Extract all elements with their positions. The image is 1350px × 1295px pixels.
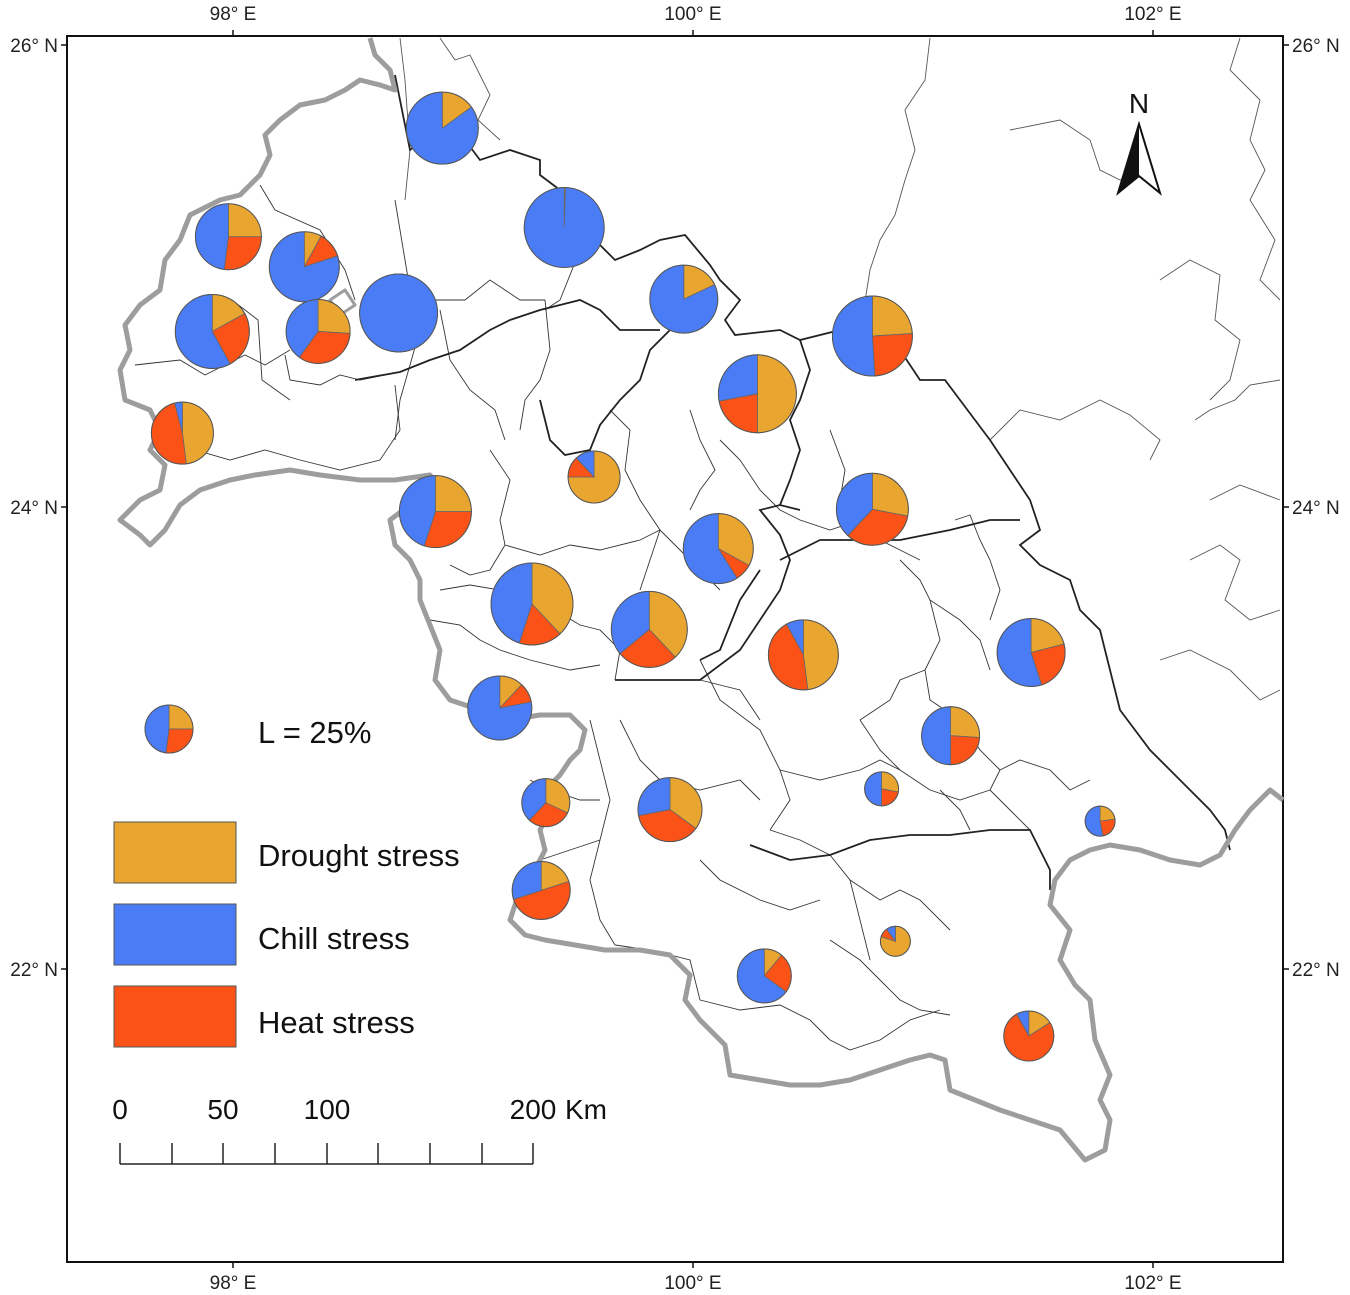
size-legend-label: L = 25% xyxy=(258,715,371,750)
pie-17 xyxy=(610,590,688,668)
pie-20 xyxy=(467,675,533,741)
pie-24 xyxy=(864,771,900,807)
legend-label-heat: Heat stress xyxy=(258,1005,415,1040)
top-label-100e: 100° E xyxy=(664,4,721,25)
right-label-24n: 24° N xyxy=(1292,498,1340,519)
pie-10-outline xyxy=(717,354,797,434)
pie-28-outline xyxy=(736,948,792,1004)
pie-02-outline xyxy=(268,231,340,303)
bottom-label-100e: 100° E xyxy=(664,1273,721,1294)
pie-27 xyxy=(879,925,911,957)
size-legend: L = 25% xyxy=(144,704,371,754)
pie-13-outline xyxy=(398,475,472,549)
north-arrow-label: N xyxy=(1129,88,1149,119)
pie-15 xyxy=(835,472,909,546)
right-label-22n: 22° N xyxy=(1292,960,1340,981)
pie-16-outline xyxy=(490,562,574,646)
scale-label-0: 0 xyxy=(112,1094,128,1125)
pie-21-outline xyxy=(921,706,981,766)
pie-14-outline xyxy=(682,513,754,585)
pie-28 xyxy=(736,948,792,1004)
right-label-26n: 26° N xyxy=(1292,36,1340,57)
bottom-label-102e: 102° E xyxy=(1124,1273,1181,1294)
scale-bar: 0 50 100 200 Km xyxy=(112,1094,607,1165)
legend-label-drought: Drought stress xyxy=(258,838,460,873)
tick-marks xyxy=(61,30,1289,1268)
pie-16 xyxy=(490,562,574,646)
pie-09-outline xyxy=(649,264,719,334)
size-legend-pie-outline xyxy=(144,704,194,754)
bottom-label-98e: 98° E xyxy=(210,1273,257,1294)
legend-swatch-chill xyxy=(113,903,237,966)
pie-11-outline xyxy=(831,295,913,377)
pie-22 xyxy=(521,778,571,828)
pie-20-outline xyxy=(467,675,533,741)
legend-swatch-heat xyxy=(113,985,237,1048)
pie-01-outline xyxy=(194,203,262,271)
pie-19 xyxy=(996,618,1066,688)
size-legend-pie xyxy=(144,704,194,754)
pie-25-outline xyxy=(1084,805,1116,837)
pie-charts xyxy=(150,91,1116,1062)
legend-label-chill: Chill stress xyxy=(258,921,410,956)
pie-06-outline xyxy=(150,401,214,465)
pie-12 xyxy=(567,450,621,504)
pie-18 xyxy=(767,619,839,691)
pie-17-outline xyxy=(610,590,688,668)
pie-23 xyxy=(637,777,703,843)
north-arrow-fill xyxy=(1118,124,1139,193)
pie-08-outline xyxy=(523,186,605,268)
pie-19-outline xyxy=(996,618,1066,688)
pie-08 xyxy=(523,186,605,268)
pie-14 xyxy=(682,513,754,585)
north-arrow: N xyxy=(1116,88,1162,196)
pie-12-outline xyxy=(567,450,621,504)
pie-29-outline xyxy=(1003,1010,1055,1062)
pie-25 xyxy=(1084,805,1116,837)
scale-label-50: 50 xyxy=(207,1094,238,1125)
pie-13 xyxy=(398,475,472,549)
scale-label-100: 100 xyxy=(304,1094,351,1125)
top-label-98e: 98° E xyxy=(210,4,257,25)
pie-21 xyxy=(921,706,981,766)
pie-15-outline xyxy=(835,472,909,546)
pie-03-outline xyxy=(174,293,250,369)
pie-03 xyxy=(174,293,250,369)
pie-04 xyxy=(285,298,351,364)
pie-07 xyxy=(405,91,479,165)
pie-05 xyxy=(359,273,439,353)
pie-10 xyxy=(717,354,797,434)
scale-label-200: 200 xyxy=(510,1094,557,1125)
scale-unit: Km xyxy=(565,1094,607,1125)
left-label-24n: 24° N xyxy=(10,498,58,519)
legend-swatch-drought xyxy=(113,821,237,884)
pie-18-outline xyxy=(767,619,839,691)
pie-06 xyxy=(150,401,214,465)
pie-07-outline xyxy=(405,91,479,165)
pie-05-outline xyxy=(359,273,439,353)
pie-26-outline xyxy=(511,860,571,920)
pie-27-outline xyxy=(879,925,911,957)
left-label-26n: 26° N xyxy=(10,36,58,57)
pie-26 xyxy=(511,860,571,920)
left-label-22n: 22° N xyxy=(10,960,58,981)
pie-11 xyxy=(831,295,913,377)
pie-22-outline xyxy=(521,778,571,828)
top-label-102e: 102° E xyxy=(1124,4,1181,25)
pie-24-outline xyxy=(864,771,900,807)
pie-01 xyxy=(194,203,262,271)
pie-23-outline xyxy=(637,777,703,843)
pie-09 xyxy=(649,264,719,334)
category-legend: Drought stress Chill stress Heat stress xyxy=(113,821,460,1048)
pie-04-outline xyxy=(285,298,351,364)
pie-29 xyxy=(1003,1010,1055,1062)
pie-02 xyxy=(268,231,340,303)
